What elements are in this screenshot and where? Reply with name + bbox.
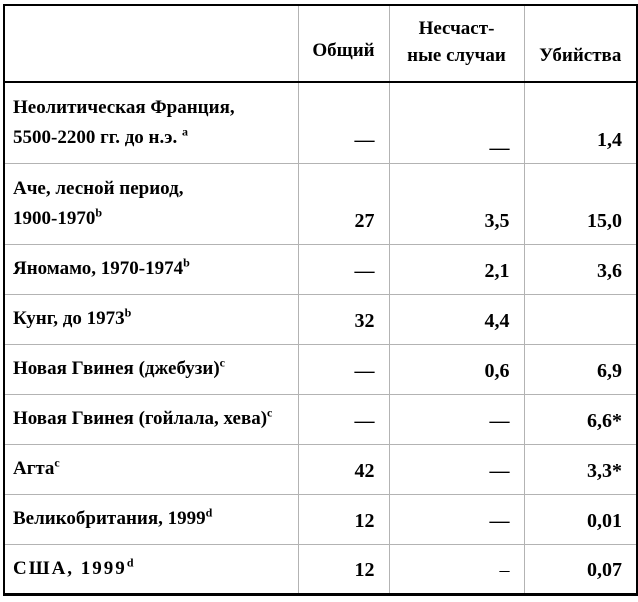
- row-label: Неолитическая Франция, 5500-2200 гг. до …: [3, 81, 299, 164]
- cell-accidents-value: —: [489, 459, 510, 482]
- row-label-text: Великобритания, 1999: [13, 508, 206, 529]
- footnote-marker: b: [95, 205, 103, 220]
- row-label-text: Новая Гвинея (гойлала, хева): [13, 408, 268, 429]
- cell-accidents-value: 2,1: [484, 259, 510, 282]
- cell-total: 42: [297, 443, 390, 495]
- cell-total-value: —: [354, 359, 375, 382]
- cell-homicides-value: 0,01: [587, 509, 622, 532]
- cell-accidents: 0,6: [388, 343, 525, 395]
- table-row: Новая Гвинея (гойлала, хева)c — — 6,6*: [3, 393, 638, 445]
- cell-homicides: 6,6*: [523, 393, 638, 445]
- row-label: Яномамо, 1970-1974b: [3, 243, 299, 295]
- cell-homicides: 3,3*: [523, 443, 638, 495]
- cell-homicides-value: 6,9: [597, 359, 622, 382]
- cell-accidents: –: [388, 543, 525, 595]
- footnote-marker: c: [267, 405, 273, 420]
- footnote-marker: d: [126, 555, 134, 570]
- cell-accidents: —: [388, 393, 525, 445]
- table-row: Кунг, до 1973b 32 4,4: [3, 293, 638, 345]
- cell-accidents: —: [388, 81, 525, 164]
- row-label-text: Аче, лесной период, 1900-1970: [13, 177, 184, 229]
- table-header: Общий Несчаст- ные случаи Убийства: [3, 4, 638, 83]
- row-label-text: Кунг, до 1973: [13, 308, 125, 329]
- cell-accidents: 2,1: [388, 243, 525, 295]
- cell-total-value: 27: [354, 209, 375, 232]
- cell-homicides: 0,01: [523, 493, 638, 545]
- header-cell-blank: [3, 4, 299, 83]
- cell-accidents: —: [388, 493, 525, 545]
- mortality-statistics-table: Общий Несчаст- ные случаи Убийства Неоли…: [3, 4, 638, 596]
- table-row: Аче, лесной период, 1900-1970b 27 3,5 15,0: [3, 162, 638, 245]
- header-cell-total: Общий: [297, 4, 390, 83]
- row-label: Новая Гвинея (джебузи)c: [3, 343, 299, 395]
- cell-total: —: [297, 81, 390, 164]
- header-row: Общий Несчаст- ные случаи Убийства: [3, 4, 638, 83]
- cell-accidents-value: 0,6: [484, 359, 510, 382]
- cell-total: 12: [297, 543, 390, 595]
- cell-homicides-value: 15,0: [587, 209, 622, 232]
- cell-homicides-value: 3,6: [597, 259, 622, 282]
- cell-total-value: —: [354, 409, 375, 432]
- cell-total-value: —: [354, 259, 375, 282]
- cell-accidents-value: —: [489, 509, 510, 532]
- cell-total: —: [297, 243, 390, 295]
- cell-accidents: 4,4: [388, 293, 525, 345]
- footnote-marker: a: [181, 124, 188, 139]
- footnote-marker: b: [124, 305, 132, 320]
- cell-homicides: [523, 293, 638, 345]
- row-label: Новая Гвинея (гойлала, хева)c: [3, 393, 299, 445]
- table-row: Яномамо, 1970-1974b — 2,1 3,6: [3, 243, 638, 295]
- footnote-marker: c: [54, 455, 60, 470]
- cell-accidents-value: 4,4: [484, 309, 510, 332]
- table-body: Неолитическая Франция, 5500-2200 гг. до …: [3, 81, 638, 595]
- cell-total-value: 12: [354, 558, 375, 581]
- cell-homicides-value: 6,6*: [587, 409, 622, 432]
- cell-homicides: 0,07: [523, 543, 638, 595]
- cell-homicides-value: 3,3*: [587, 459, 622, 482]
- header-cell-accidents: Несчаст- ные случаи: [388, 4, 525, 83]
- cell-accidents-value: —: [489, 409, 510, 432]
- cell-total-value: 32: [354, 309, 375, 332]
- cell-total: 27: [297, 162, 390, 245]
- cell-accidents-value: –: [499, 558, 510, 581]
- row-label-text: Неолитическая Франция, 5500-2200 гг. до …: [13, 96, 235, 148]
- cell-total: 12: [297, 493, 390, 545]
- table-row: Великобритания, 1999d 12 — 0,01: [3, 493, 638, 545]
- footnote-marker: b: [183, 255, 190, 270]
- row-label-text: Новая Гвинея (джебузи): [13, 358, 220, 379]
- cell-total-value: —: [354, 128, 375, 151]
- table-row: Агтаc 42 — 3,3*: [3, 443, 638, 495]
- cell-homicides: 3,6: [523, 243, 638, 295]
- table-row: Новая Гвинея (джебузи)c — 0,6 6,9: [3, 343, 638, 395]
- cell-accidents: 3,5: [388, 162, 525, 245]
- cell-total: 32: [297, 293, 390, 345]
- cell-homicides-value: 0,07: [587, 558, 622, 581]
- footnote-marker: d: [205, 505, 213, 520]
- cell-total-value: 12: [354, 509, 375, 532]
- cell-homicides: 6,9: [523, 343, 638, 395]
- footnote-marker: c: [219, 355, 225, 370]
- row-label: Кунг, до 1973b: [3, 293, 299, 345]
- row-label-text: Яномамо, 1970-1974: [13, 258, 184, 279]
- cell-total: —: [297, 343, 390, 395]
- row-label-text: США, 1999: [13, 557, 127, 579]
- cell-homicides: 1,4: [523, 81, 638, 164]
- row-label: Агтаc: [3, 443, 299, 495]
- header-cell-homicides: Убийства: [523, 4, 638, 83]
- table-row: США, 1999d 12 – 0,07: [3, 543, 638, 595]
- row-label: Аче, лесной период, 1900-1970b: [3, 162, 299, 245]
- table-row: Неолитическая Франция, 5500-2200 гг. до …: [3, 81, 638, 164]
- row-label: Великобритания, 1999d: [3, 493, 299, 545]
- cell-homicides: 15,0: [523, 162, 638, 245]
- cell-total-value: 42: [354, 459, 375, 482]
- row-label-text: Агта: [13, 458, 55, 479]
- cell-accidents: —: [388, 443, 525, 495]
- cell-accidents-value: 3,5: [484, 209, 510, 232]
- cell-homicides-value: 1,4: [597, 128, 622, 151]
- cell-total: —: [297, 393, 390, 445]
- cell-accidents-value: —: [489, 136, 510, 159]
- row-label: США, 1999d: [3, 543, 299, 595]
